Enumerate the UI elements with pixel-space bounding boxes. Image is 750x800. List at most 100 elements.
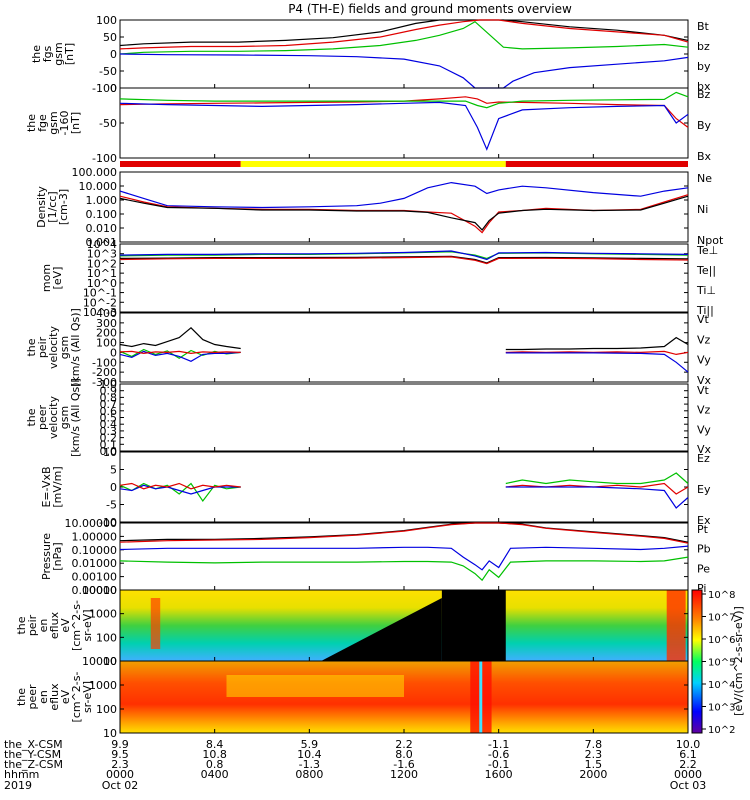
peir-spectrogram-lobe [441,590,506,661]
y-tick-label: 0.3 [100,425,118,438]
peer-spectrogram-band [226,675,404,697]
colorbar: 10^8 10^7 10^6 10^5 10^4 10^3 10^2 [eV/(cm^2-s… [691,589,745,736]
y-axis-label-line: [cm^2-s- [70,672,83,723]
y-axis-label-line: fge [36,114,49,132]
y-axis-label-line: gsm [47,111,60,134]
y-tick-label: -5 [106,499,117,512]
y-tick-label: 5 [110,464,117,477]
y-axis-label-line: [cm-3] [57,189,70,225]
x-tick-label: 9.9 [111,738,129,751]
peir-spectrogram-burst [150,598,161,649]
y-axis-label-line: eflux [48,683,61,711]
series-Npot [119,181,689,209]
legend-Pb: Pb [697,543,711,556]
colorbar-gradient [691,589,703,734]
series-Ez [119,482,241,490]
y-tick-label: -50 [99,65,117,78]
series-Bt [119,19,689,47]
series-Ni [119,195,689,231]
y-tick-label: 100 [96,14,117,27]
y-tick-label: 100 [96,337,117,350]
panel-temperature: 10^410^310^210^110^010^-110^-210^-3 mom[e… [40,238,718,319]
series-Vx [505,352,689,373]
y-tick-label: 0.6 [100,405,118,418]
panel-frame [119,383,689,452]
y-tick-label: 400 [96,307,117,320]
y-tick-label: 1.00000 [72,530,118,543]
x-tick-label: 0000 [106,768,134,781]
legend-Ne: Ne [697,172,712,185]
legend-bx: bx [697,80,711,93]
colorbar-tick-label: 10^7 [708,613,735,624]
series-Vx [119,350,241,362]
legend-Pt: Pt [697,523,709,536]
x-tick-label: 8.0 [395,748,413,761]
legend-Bz: Bz [697,88,711,101]
series-bx [119,53,689,89]
series-By [119,91,689,109]
y-tick-label: 10^-1 [83,287,117,300]
y-axis-label: thefgegsm-160[nT] [25,111,82,136]
y-tick-label: 0.00010 [72,584,118,597]
panel-peir_spec: 10000 1000 100 10 thepeirenefluxeV[cm^2-s-sr… [15,584,689,668]
y-axis-label-line: fgs [41,45,54,62]
colorbar-ticks: 10^8 10^7 10^6 10^5 10^4 10^3 10^2 [702,590,735,736]
x-tick-label: -1.6 [393,758,414,771]
x-axis-row-label: hhmm [4,768,39,781]
y-axis-label-line: peir [26,614,39,636]
x-tick-label: 9.5 [111,748,129,761]
series-Ey [505,472,689,485]
y-tick-label: 0.01000 [72,557,118,570]
y-tick-label: 0 [110,481,117,494]
y-tick-label: 0.100 [86,208,118,221]
legend-Ex: Ex [697,514,711,527]
peer-spectrogram-gap [479,661,483,733]
x-tick-label: -0.1 [488,758,509,771]
legend-Te||: Te|| [696,264,716,277]
y-axis-label: thepeerenefluxeV[cm^2-s-sr-eV] [15,672,94,723]
y-tick-label: 10^-2 [83,296,117,309]
y-axis-label-line: gsm [58,336,71,359]
y-tick-label: -100 [92,82,117,95]
colorbar-tick-label: 10^6 [708,635,735,646]
y-tick-label: 0.0 [100,445,118,458]
y-tick-label: -300 [92,376,117,389]
y-axis-label-line: en [37,690,50,704]
y-axis-label-line: velocity [47,326,60,369]
legend-Vy: Vy [697,354,711,367]
series-Ti⊥ [119,250,689,261]
peir-spectrogram-dark [321,598,442,661]
series-Bz [119,96,689,128]
y-axis-label-line: the [25,338,38,356]
x-tick-label: 2.2 [395,738,413,751]
colorbar-tick-label: 10^5 [708,658,735,669]
y-axis-label: thepeervelocitygsm[km/s (All Qs)] [25,378,82,457]
legend-Bt: Bt [697,20,710,33]
legend-Vz: Vz [697,404,711,417]
y-axis-label-line: E=-VxB [40,466,53,507]
y-tick-label: 10000 [82,655,117,668]
y-axis-label-line: [1/cc] [46,191,59,222]
y-tick-label: 1.000 [86,194,118,207]
y-tick-label: 0.10000 [72,544,118,557]
series-Vz [119,350,241,355]
y-axis-label: Density[1/cc][cm-3] [35,186,70,228]
legend-Vt: Vt [697,313,710,326]
legend-by: by [697,60,711,73]
y-tick-label: 10^1 [87,267,117,280]
series-Vt [505,336,689,351]
y-axis-label-line: [nT] [69,112,82,134]
x-tick-label: 6.1 [679,748,697,761]
y-axis-label-line: velocity [47,396,60,439]
x-tick-label: 1200 [390,768,418,781]
y-tick-label: 100 [96,631,117,644]
x-axis-row-label: the_Z-CSM [4,758,63,771]
y-axis-label-line: gsm [58,406,71,429]
series-Pb [119,522,689,544]
y-tick-label: 0.7 [100,398,118,411]
series-by [119,20,689,55]
panel-efield: 10 5 0 -5 -10 E=-VxB[mV/m] Ez Ey Ex [40,446,711,529]
legend-Pi: Pi [697,582,706,595]
